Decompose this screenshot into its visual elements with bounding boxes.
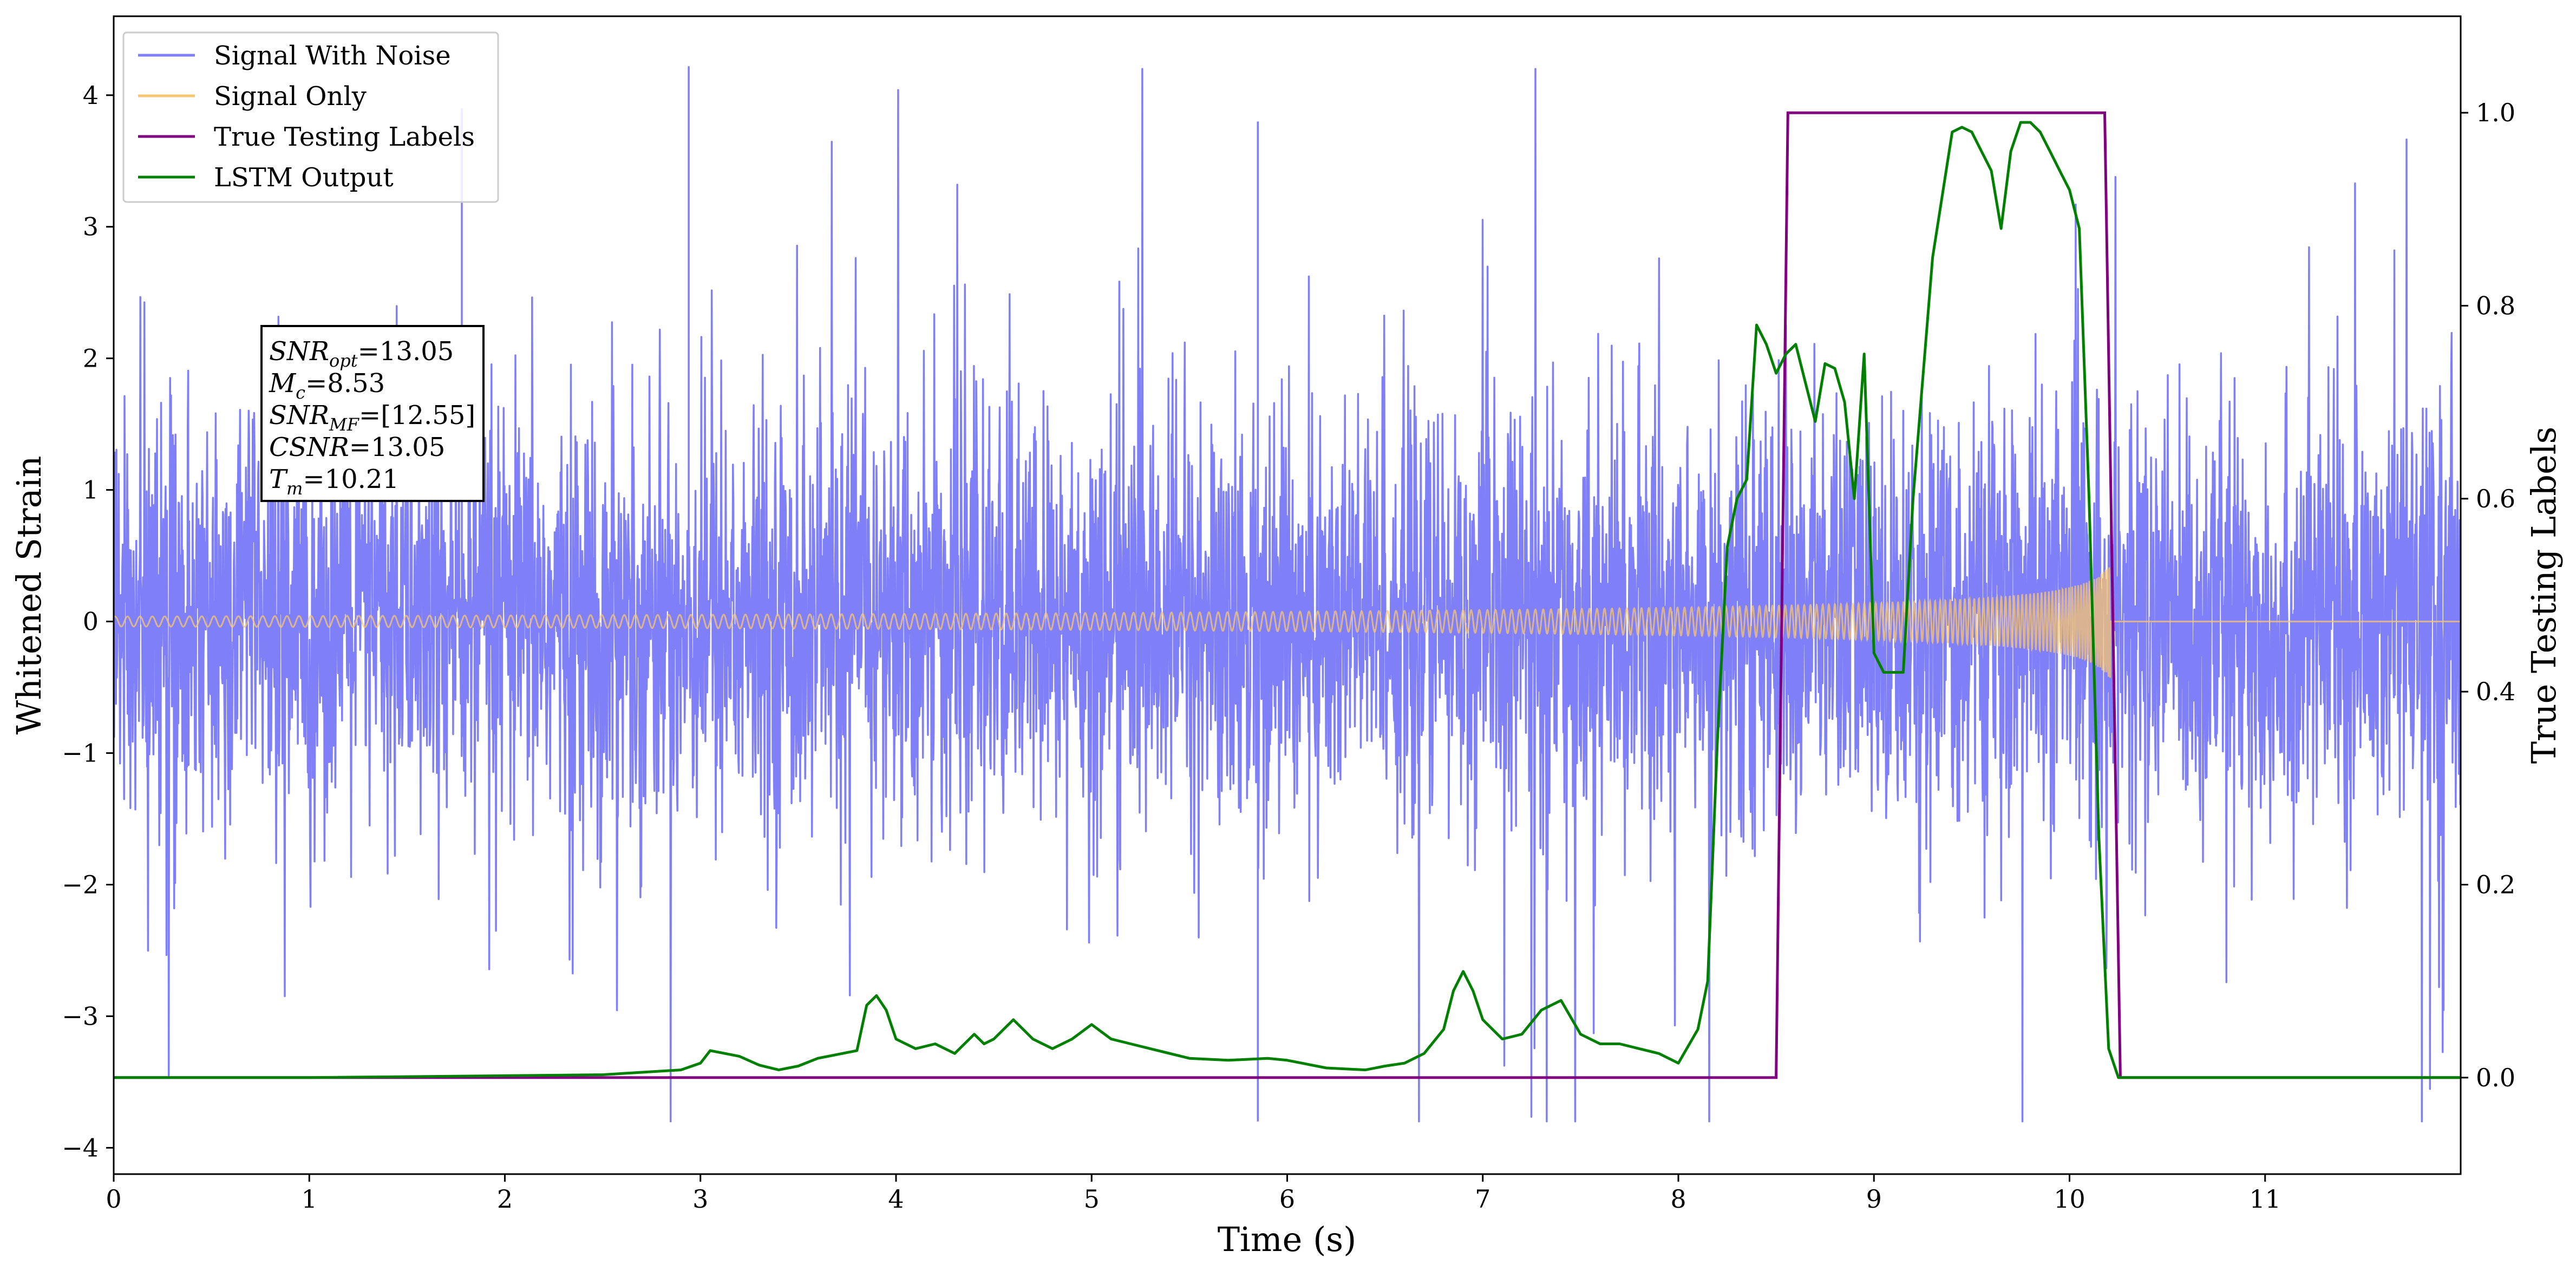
y2-tick-label: 0.0 (2476, 1063, 2515, 1092)
y-tick-label: −2 (62, 870, 99, 900)
x-tick-label: 2 (497, 1184, 513, 1214)
y-tick-label: 4 (83, 81, 99, 110)
y2-axis-title: True Testing Labels (2524, 427, 2564, 764)
x-tick-label: 5 (1084, 1184, 1100, 1214)
x-tick-label: 7 (1475, 1184, 1490, 1214)
annotation-line-snr-mf: SNRMF=[12.55] (269, 400, 475, 435)
annotation-frame (260, 325, 485, 502)
x-tick-label: 11 (2249, 1184, 2281, 1214)
y-tick-label: 3 (83, 212, 99, 242)
series-signal-only (114, 567, 2461, 678)
x-tick-label: 8 (1670, 1184, 1686, 1214)
legend-label-signal-only: Signal Only (214, 81, 367, 112)
series-lstm-output (114, 121, 2461, 1079)
legend-label-signal-with-noise: Signal With Noise (214, 41, 451, 71)
annotation-line-merger-time: Tm=10.21 (269, 464, 399, 499)
y2-tick-label: 0.8 (2476, 291, 2515, 321)
x-tick-label: 3 (692, 1184, 708, 1214)
y2-tick-label: 0.2 (2476, 870, 2515, 900)
y-tick-label: 0 (83, 607, 99, 636)
y-axis-title: Whitened Strain (9, 456, 49, 735)
y-tick-label: 2 (83, 344, 99, 373)
y2-tick-label: 1.0 (2476, 98, 2515, 127)
legend: Signal With Noise Signal Only True Testi… (122, 31, 499, 203)
annotation-line-chirp-mass: Mc=8.53 (269, 368, 385, 403)
legend-box (122, 31, 499, 203)
ticks-layer: 0 1 2 3 4 5 6 7 8 9 10 11 −4 −3 −2 −1 0 1 2 3 4 0.0 0.2 0.4 0.6 0… (62, 81, 2515, 1214)
y-tick-label: −4 (62, 1133, 99, 1162)
x-axis-title: Time (s) (1218, 1220, 1357, 1259)
y-tick-label: 1 (83, 475, 99, 505)
x-tick-label: 4 (888, 1184, 904, 1214)
x-tick-label: 6 (1279, 1184, 1295, 1214)
annotation-box: SNRopt=13.05 Mc=8.53 SNRMF=[12.55] CSNR=… (260, 325, 485, 502)
y-tick-label: −3 (62, 1001, 99, 1031)
y2-tick-label: 0.4 (2476, 677, 2515, 706)
x-tick-label: 9 (1866, 1184, 1882, 1214)
legend-label-true-testing-labels: True Testing Labels (214, 122, 475, 152)
annotation-line-snr-opt: SNRopt=13.05 (269, 336, 454, 371)
x-tick-label: 0 (106, 1184, 121, 1214)
x-tick-label: 10 (2054, 1184, 2085, 1214)
series-layer (114, 66, 2461, 1123)
y2-tick-label: 0.6 (2476, 484, 2515, 513)
y-tick-label: −1 (62, 739, 99, 768)
annotation-line-csnr: CSNR=13.05 (269, 432, 445, 462)
series-signal-with-noise (114, 66, 2461, 1123)
x-tick-label: 1 (302, 1184, 317, 1214)
legend-label-lstm-output: LSTM Output (214, 162, 394, 193)
